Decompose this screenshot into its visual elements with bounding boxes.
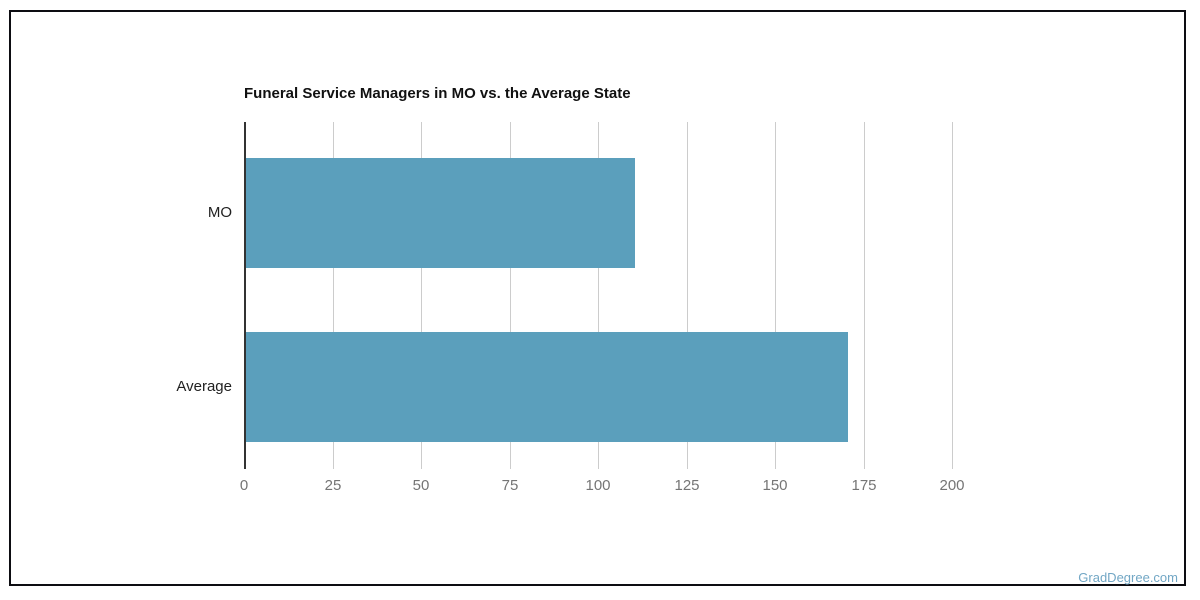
gridline-x-150 [775, 122, 776, 469]
category-label-mo: MO [207, 204, 232, 221]
category-label-average: Average [176, 378, 232, 395]
chart-title: Funeral Service Managers in MO vs. the A… [244, 85, 631, 102]
x-tick-label-75: 75 [501, 477, 519, 494]
bar-mo [246, 158, 635, 268]
gridline-x-75 [510, 122, 511, 469]
x-tick-label-0: 0 [239, 477, 249, 494]
x-tick-label-125: 125 [674, 477, 700, 494]
x-tick-label-150: 150 [762, 477, 788, 494]
bar-average [246, 332, 848, 442]
x-tick-label-25: 25 [324, 477, 342, 494]
x-tick-label-175: 175 [851, 477, 877, 494]
gridline-x-100 [598, 122, 599, 469]
gridline-x-25 [333, 122, 334, 469]
gridline-x-125 [687, 122, 688, 469]
gridline-x-175 [864, 122, 865, 469]
gridline-x-50 [421, 122, 422, 469]
chart-frame [9, 10, 1186, 586]
watermark: GradDegree.com [1078, 570, 1178, 585]
x-tick-label-50: 50 [412, 477, 430, 494]
gridline-x-200 [952, 122, 953, 469]
y-axis-line [244, 122, 246, 469]
x-tick-label-200: 200 [939, 477, 965, 494]
x-tick-label-100: 100 [585, 477, 611, 494]
plot-area [244, 122, 953, 469]
